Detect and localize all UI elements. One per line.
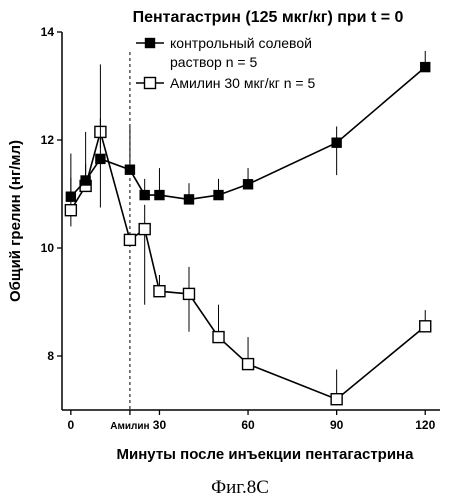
data-point-amylin	[138, 222, 151, 236]
x-tick-label: 0	[68, 418, 75, 432]
data-point-control	[331, 137, 342, 148]
legend-marker-amylin	[143, 76, 157, 90]
data-point-amylin	[123, 233, 137, 247]
data-point-amylin	[419, 320, 432, 333]
legend-marker-control	[144, 37, 156, 49]
legend-item-amylin: Амилин 30 мкг/кг n = 5	[136, 75, 315, 91]
data-point-amylin	[153, 285, 166, 298]
amylin-tick-label: Амилин	[110, 421, 149, 432]
x-tick-label: 90	[330, 418, 344, 432]
series-control	[65, 50, 431, 208]
y-tick-label: 10	[41, 241, 55, 255]
figure-caption: Фиг.8С	[211, 477, 269, 498]
series-group	[64, 50, 432, 406]
y-tick-label: 12	[41, 133, 55, 147]
data-point-control	[213, 189, 224, 201]
chart-title: Пентагастрин (125 мкг/кг) при t = 0	[133, 9, 404, 26]
data-point-amylin	[212, 330, 225, 344]
legend-label-control: раствор n = 5	[170, 54, 257, 70]
data-point-control	[124, 164, 136, 175]
legend-item-control: контрольный солевой раствор n = 5	[136, 35, 312, 70]
data-point-control	[242, 179, 254, 190]
y-tick-label: 8	[47, 349, 54, 363]
data-point-amylin	[64, 203, 78, 217]
data-point-control	[80, 175, 91, 186]
data-point-control	[95, 153, 106, 165]
y-tick-label: 14	[41, 25, 55, 39]
data-point-control	[139, 189, 150, 201]
data-point-control	[65, 191, 77, 202]
legend: контрольный солевой раствор n = 5 Амилин 3…	[136, 35, 315, 91]
data-point-control	[154, 189, 165, 201]
legend-label-control: контрольный солевой	[170, 35, 312, 51]
y-axis-label: Общий грелин (нг/мл)	[7, 140, 24, 302]
x-tick-label: 120	[415, 418, 435, 432]
x-tick-label: 30	[153, 418, 167, 432]
data-point-amylin	[182, 287, 196, 301]
data-point-control	[183, 194, 195, 205]
axes: 8 10 12 14 0 30 60 90 120	[41, 25, 440, 432]
series-amylin	[64, 118, 432, 406]
amylin-annotation: Амилин	[110, 52, 150, 432]
x-tick-label: 60	[241, 418, 255, 432]
data-point-amylin	[330, 393, 343, 406]
data-point-control	[420, 61, 431, 73]
legend-label-amylin: Амилин 30 мкг/кг n = 5	[170, 75, 315, 91]
data-point-amylin	[241, 357, 255, 371]
x-axis-label: Минуты после инъекции пентагастрина	[117, 446, 415, 463]
